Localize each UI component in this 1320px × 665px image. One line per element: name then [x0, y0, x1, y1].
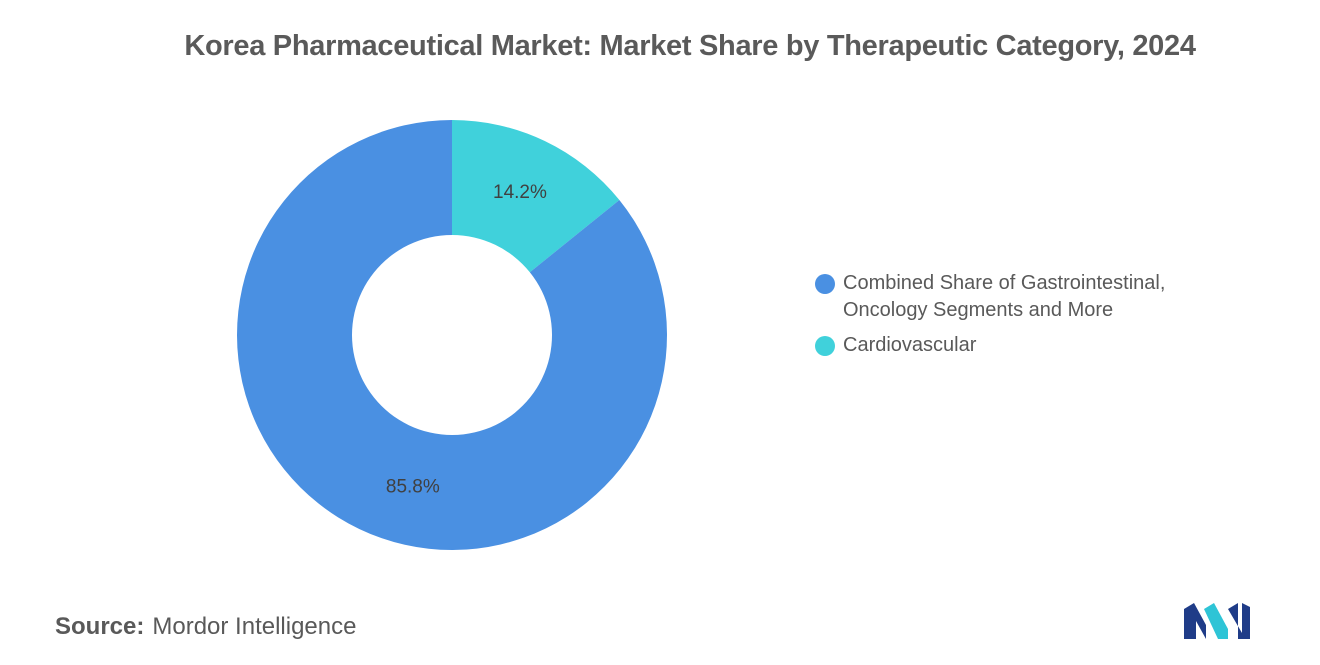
- legend-label-line: Cardiovascular: [843, 334, 977, 356]
- data-label-combined-share: 85.8%: [386, 477, 440, 498]
- logo-shape-mid: [1204, 603, 1228, 639]
- legend-label-line: Combined Share of Gastrointestinal,: [843, 272, 1166, 294]
- source-label: Source:: [55, 613, 145, 640]
- mordor-intelligence-logo-icon: [1184, 603, 1250, 639]
- legend-item-combined-share[interactable]: Combined Share of Gastrointestinal, Onco…: [815, 270, 1235, 324]
- donut-slice-cardiovascular[interactable]: [452, 120, 620, 273]
- chart-title: Korea Pharmaceutical Market: Market Shar…: [184, 30, 1196, 62]
- source-credit: Source: Mordor Intelligence: [55, 613, 356, 641]
- legend-swatch-cardiovascular: [815, 336, 835, 356]
- legend-swatch-combined-share: [815, 274, 835, 294]
- legend-item-cardiovascular[interactable]: Cardiovascular: [815, 332, 1235, 359]
- donut-slice-combined-share[interactable]: [236, 120, 667, 550]
- source-value: Mordor Intelligence: [152, 613, 357, 640]
- data-label-cardiovascular: 14.2%: [493, 182, 547, 203]
- legend-label-line: Oncology Segments and More: [843, 299, 1114, 321]
- chart-legend: Combined Share of Gastrointestinal, Onco…: [815, 270, 1235, 367]
- logo-shape-right: [1228, 603, 1250, 639]
- logo-shape-left: [1184, 603, 1206, 639]
